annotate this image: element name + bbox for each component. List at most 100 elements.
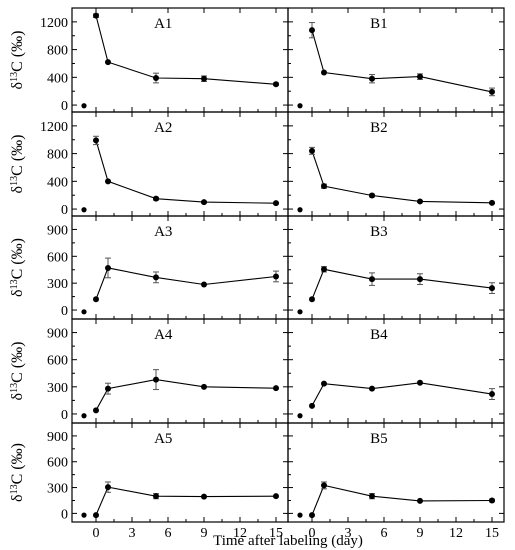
- panel-a3: 0 300 600 900 A3: [47, 215, 289, 320]
- data-point: [273, 200, 279, 207]
- data-point: [489, 285, 495, 292]
- y-tick-label: 400: [47, 71, 68, 86]
- x-tick-label: 0: [309, 526, 316, 541]
- data-point: [417, 73, 423, 80]
- data-point: [105, 484, 111, 491]
- data-point: [321, 482, 327, 489]
- x-tick-label: 3: [345, 526, 352, 541]
- panel-label: A5: [154, 431, 172, 447]
- control-point: [297, 413, 303, 419]
- panel-label: A3: [154, 224, 172, 240]
- series-line: [95, 15, 277, 85]
- data-point: [153, 274, 159, 281]
- panel-label: A2: [154, 120, 172, 136]
- data-point: [105, 385, 111, 392]
- data-point: [369, 493, 375, 500]
- y-tick-label: 300: [47, 381, 68, 396]
- panel-b4: B4: [287, 318, 505, 424]
- panel-b3: B3: [287, 215, 505, 320]
- y-tick-label: 900: [47, 430, 68, 445]
- data-point: [93, 512, 99, 519]
- series-line: [95, 140, 277, 204]
- data-point: [105, 178, 111, 185]
- y-tick-label: 800: [47, 148, 68, 163]
- series-line: [95, 379, 277, 411]
- data-point: [417, 198, 423, 205]
- data-point: [369, 385, 375, 392]
- panel-frame: [71, 7, 289, 113]
- y-axis-title: δ13C (‰): [9, 443, 27, 502]
- x-tick-label: 12: [449, 526, 463, 541]
- panel-frame: [287, 215, 505, 320]
- panel-label: B4: [370, 327, 388, 343]
- y-tick-label: 600: [47, 456, 68, 471]
- y-axis-title: δ13C (‰): [9, 135, 27, 194]
- data-point: [417, 276, 423, 283]
- control-point: [297, 309, 303, 315]
- data-point: [153, 376, 159, 383]
- panel-b1: B1: [287, 7, 505, 113]
- data-point: [489, 497, 495, 504]
- panel-label: A4: [154, 327, 173, 343]
- y-tick-label: 900: [47, 327, 68, 342]
- series-line: [95, 267, 277, 300]
- y-tick-label: 600: [47, 354, 68, 369]
- data-point: [153, 75, 159, 82]
- data-point: [201, 493, 207, 500]
- series-line: [311, 484, 493, 516]
- x-tick-label: 15: [485, 526, 499, 541]
- panel-label: A1: [154, 16, 172, 32]
- data-point: [153, 195, 159, 202]
- panel-a5: 0 300 600 900 0 3 6 9 12 15 A5: [47, 422, 289, 541]
- control-point: [297, 207, 303, 213]
- control-point: [297, 512, 303, 518]
- panel-frame: [71, 318, 289, 424]
- series-line: [311, 30, 493, 93]
- x-tick-label: 3: [129, 526, 136, 541]
- y-axis-title: δ13C (‰): [9, 31, 27, 90]
- panel-frame: [287, 111, 505, 217]
- data-point: [321, 380, 327, 387]
- panel-frame: [71, 422, 289, 523]
- y-tick-label: 1200: [40, 16, 68, 31]
- y-tick-label: 0: [61, 507, 68, 522]
- data-point: [93, 12, 99, 19]
- y-tick-label: 300: [47, 482, 68, 497]
- y-tick-label: 0: [61, 408, 68, 423]
- control-point: [81, 512, 87, 518]
- x-tick-label: 6: [381, 526, 388, 541]
- y-tick-label: 400: [47, 175, 68, 190]
- data-point: [369, 276, 375, 283]
- data-point: [201, 75, 207, 82]
- data-point: [273, 493, 279, 500]
- axis-titles-group: δ13C (‰) δ13C (‰) δ13C (‰) δ13C (‰) δ13C (‰)…: [9, 31, 363, 549]
- data-point: [105, 59, 111, 66]
- data-point: [489, 88, 495, 95]
- data-point: [201, 199, 207, 206]
- y-tick-label: 0: [61, 99, 68, 114]
- data-point: [201, 383, 207, 390]
- data-point: [417, 379, 423, 386]
- data-point: [489, 199, 495, 206]
- panel-b5: 0 3 6 9 12 15 B5: [287, 422, 505, 541]
- data-point: [369, 192, 375, 199]
- y-tick-label: 0: [61, 203, 68, 218]
- data-point: [309, 147, 315, 154]
- data-point: [321, 183, 327, 190]
- data-point: [309, 27, 315, 34]
- data-point: [417, 497, 423, 504]
- panel-b2: B2: [287, 111, 505, 217]
- control-point: [81, 413, 87, 419]
- panel-label: B3: [370, 224, 388, 240]
- data-point: [309, 512, 315, 519]
- data-point: [321, 266, 327, 273]
- data-point: [93, 407, 99, 414]
- data-point: [273, 273, 279, 280]
- x-tick-label: 9: [201, 526, 208, 541]
- y-tick-label: 0: [61, 304, 68, 319]
- data-point: [321, 69, 327, 76]
- y-tick-label: 1200: [40, 120, 68, 135]
- panel-a2: 0 400 800 1200 A2: [40, 111, 289, 218]
